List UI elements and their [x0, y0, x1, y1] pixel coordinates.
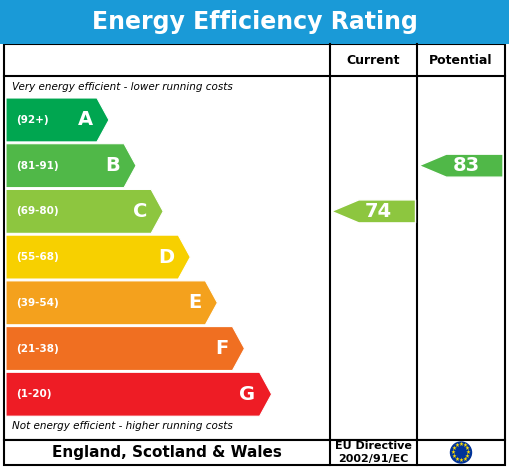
Text: (39-54): (39-54) [16, 298, 59, 308]
Text: ★: ★ [451, 450, 456, 455]
Text: England, Scotland & Wales: England, Scotland & Wales [52, 445, 282, 460]
Circle shape [450, 442, 471, 463]
Text: G: G [239, 385, 256, 404]
Text: A: A [78, 111, 93, 129]
Text: ★: ★ [462, 444, 467, 448]
Text: F: F [215, 339, 229, 358]
Text: B: B [105, 156, 120, 175]
Bar [4, 440, 505, 465]
Polygon shape [6, 281, 217, 325]
Polygon shape [6, 98, 109, 142]
Text: ★: ★ [455, 444, 460, 448]
Text: ★: ★ [452, 446, 457, 451]
Text: (21-38): (21-38) [16, 344, 59, 354]
Text: Potential: Potential [429, 54, 493, 66]
Bar [4, 44, 505, 440]
Polygon shape [6, 372, 272, 416]
Text: Energy Efficiency Rating: Energy Efficiency Rating [92, 10, 417, 34]
Text: C: C [133, 202, 147, 221]
Polygon shape [6, 326, 244, 370]
Text: D: D [158, 248, 174, 267]
Text: (92+): (92+) [16, 115, 49, 125]
Text: ★: ★ [455, 457, 460, 461]
Text: (69-80): (69-80) [16, 206, 59, 216]
Text: (1-20): (1-20) [16, 389, 51, 399]
Bar [0, 0, 509, 44]
Text: ★: ★ [465, 454, 470, 459]
Text: ★: ★ [459, 458, 463, 462]
Text: ★: ★ [462, 457, 467, 461]
Text: ★: ★ [466, 450, 471, 455]
Text: (81-91): (81-91) [16, 161, 59, 170]
Text: 83: 83 [453, 156, 479, 175]
Polygon shape [419, 154, 503, 177]
Text: Not energy efficient - higher running costs: Not energy efficient - higher running co… [12, 421, 233, 431]
Polygon shape [6, 235, 190, 279]
Text: ★: ★ [459, 442, 463, 447]
Text: EU Directive
2002/91/EC: EU Directive 2002/91/EC [335, 441, 412, 464]
Text: (55-68): (55-68) [16, 252, 59, 262]
Polygon shape [6, 190, 163, 234]
Text: Very energy efficient - lower running costs: Very energy efficient - lower running co… [12, 82, 233, 92]
Text: Current: Current [347, 54, 400, 66]
Text: ★: ★ [465, 446, 470, 451]
Polygon shape [331, 200, 415, 223]
Polygon shape [6, 144, 136, 188]
Text: ★: ★ [452, 454, 457, 459]
Text: 74: 74 [365, 202, 392, 221]
Text: E: E [188, 293, 202, 312]
